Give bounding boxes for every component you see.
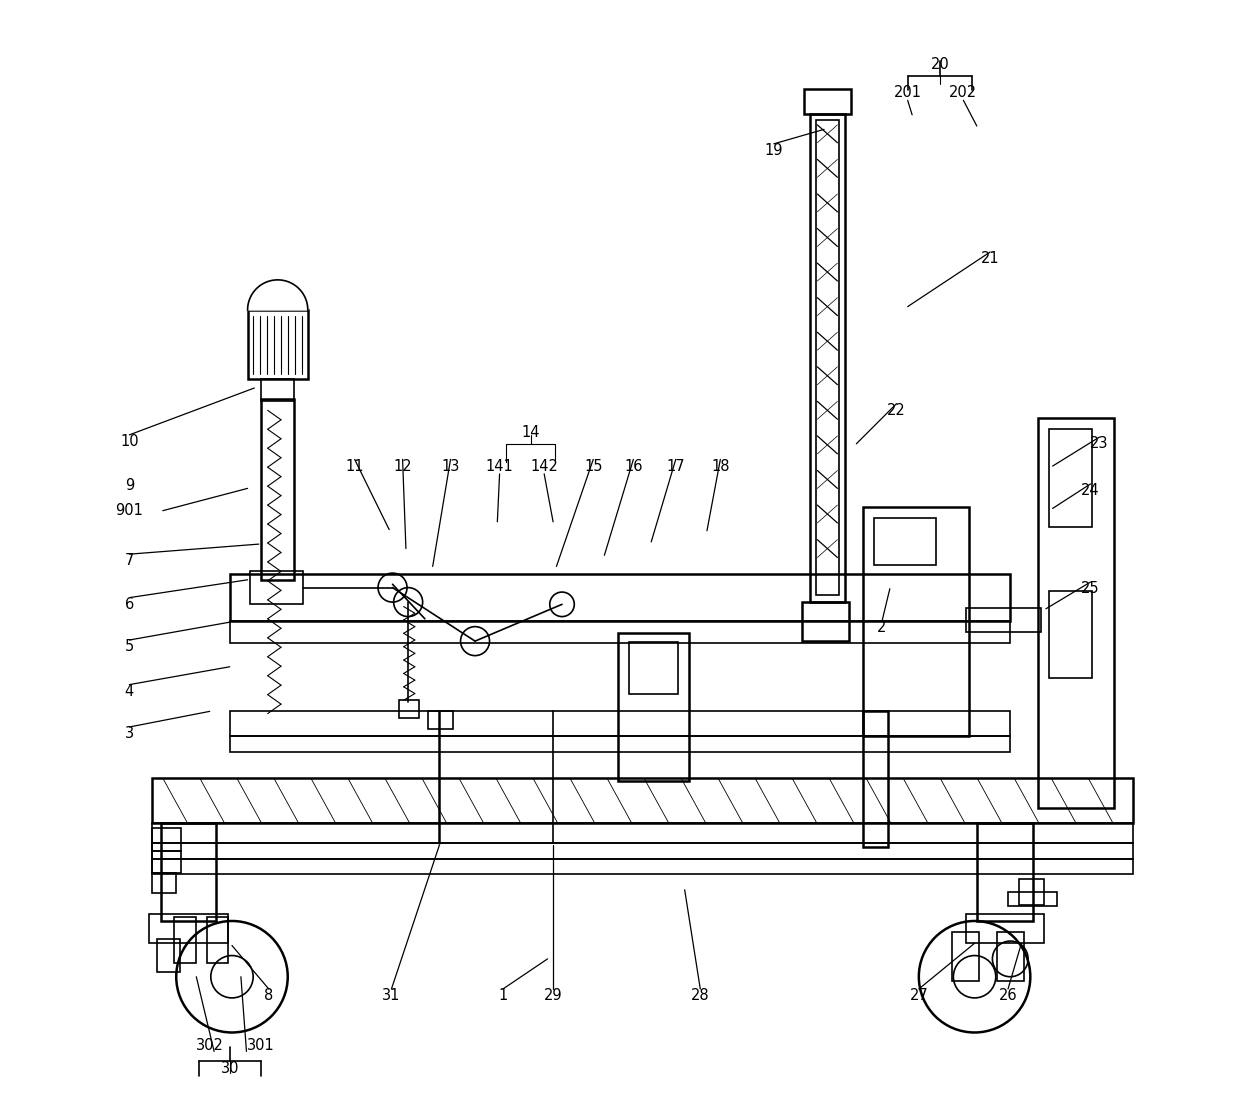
Text: 31: 31 <box>382 988 401 1004</box>
Text: 10: 10 <box>120 434 139 449</box>
Text: 25: 25 <box>1081 581 1100 597</box>
Text: 21: 21 <box>981 251 999 266</box>
Bar <box>151 851 181 873</box>
Bar <box>804 89 851 114</box>
Bar <box>810 114 846 602</box>
Bar <box>174 917 196 963</box>
Text: 141: 141 <box>486 458 513 474</box>
Bar <box>157 939 180 972</box>
Bar <box>618 633 689 780</box>
Bar <box>952 932 980 981</box>
Text: 11: 11 <box>346 458 363 474</box>
Text: 16: 16 <box>624 458 642 474</box>
Text: 301: 301 <box>247 1038 275 1054</box>
Bar <box>161 823 216 921</box>
Bar <box>229 574 1011 621</box>
Bar <box>629 642 678 694</box>
Bar <box>229 711 1011 736</box>
Bar <box>151 828 181 851</box>
Bar <box>1049 429 1091 527</box>
Bar <box>260 379 294 401</box>
Text: 13: 13 <box>441 458 460 474</box>
Bar <box>1019 879 1044 905</box>
Bar <box>151 843 1133 859</box>
Bar <box>977 823 1033 921</box>
Bar <box>1038 418 1114 808</box>
Bar <box>151 873 176 893</box>
Bar <box>151 823 1133 843</box>
Bar <box>874 518 935 565</box>
Text: 29: 29 <box>544 988 563 1004</box>
Bar <box>207 917 227 963</box>
Bar <box>997 932 1024 981</box>
Text: 1: 1 <box>498 988 507 1004</box>
Bar <box>863 507 968 736</box>
Text: 5: 5 <box>125 639 134 655</box>
Text: 15: 15 <box>584 458 603 474</box>
Text: 19: 19 <box>765 143 784 158</box>
Bar <box>151 778 1133 823</box>
Bar <box>816 120 838 595</box>
Text: 28: 28 <box>691 988 709 1004</box>
Text: 17: 17 <box>666 458 684 474</box>
Bar <box>150 914 227 943</box>
Text: 14: 14 <box>522 425 541 440</box>
Text: 2: 2 <box>878 620 887 636</box>
Text: 3: 3 <box>125 726 134 741</box>
Text: 8: 8 <box>264 988 273 1004</box>
Bar <box>248 310 308 379</box>
Bar <box>1008 892 1056 906</box>
Text: 4: 4 <box>125 683 134 699</box>
Bar <box>966 608 1042 632</box>
Text: 202: 202 <box>950 85 977 100</box>
Bar <box>1049 591 1091 678</box>
Text: 9: 9 <box>125 477 134 493</box>
Bar <box>802 602 848 641</box>
Text: 22: 22 <box>887 403 906 418</box>
Bar <box>249 571 304 604</box>
Text: 901: 901 <box>115 503 144 518</box>
Bar <box>863 711 888 847</box>
Bar <box>428 711 453 729</box>
Text: 12: 12 <box>393 458 412 474</box>
Bar <box>229 736 1011 752</box>
Text: 142: 142 <box>531 458 558 474</box>
Bar <box>966 914 1044 943</box>
Text: 24: 24 <box>1081 483 1100 498</box>
Text: 201: 201 <box>894 85 921 100</box>
Text: 30: 30 <box>221 1060 239 1076</box>
Text: 302: 302 <box>196 1038 223 1054</box>
Text: 23: 23 <box>1090 436 1109 452</box>
Text: 18: 18 <box>711 458 729 474</box>
Bar <box>229 621 1011 643</box>
Polygon shape <box>248 280 308 310</box>
Text: 6: 6 <box>125 597 134 612</box>
Text: 20: 20 <box>931 57 950 72</box>
Text: 27: 27 <box>909 988 929 1004</box>
Text: 7: 7 <box>125 553 134 569</box>
Bar <box>151 859 1133 874</box>
Bar <box>399 700 419 718</box>
Text: 26: 26 <box>998 988 1017 1004</box>
Bar <box>260 399 294 580</box>
